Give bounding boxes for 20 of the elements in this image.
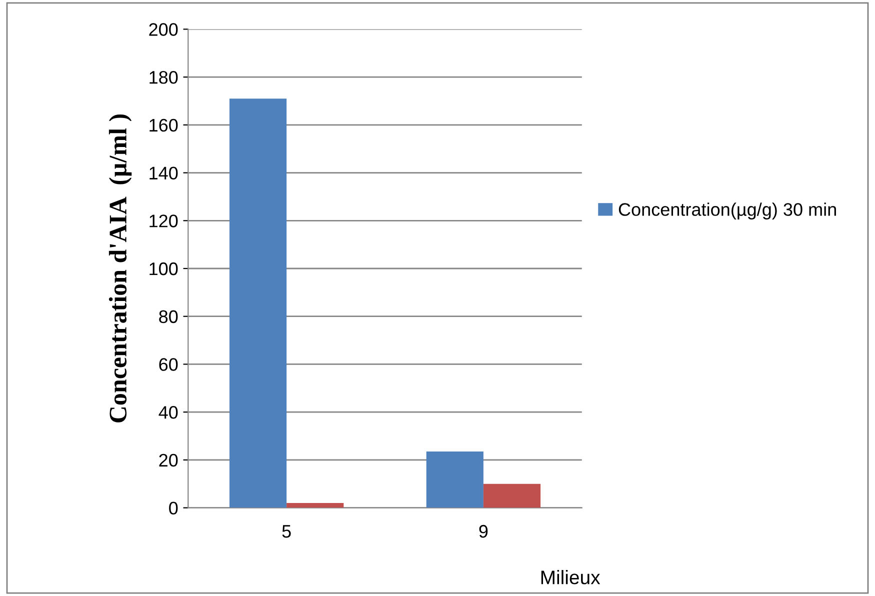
y-tick-label: 40 — [158, 406, 178, 419]
y-tick-label: 180 — [150, 70, 178, 84]
y-tick-label: 80 — [159, 310, 178, 324]
y-tick-label: 160 — [150, 118, 178, 132]
y-tick-label: 200 — [149, 23, 178, 36]
y-tick-label: 100 — [150, 262, 178, 276]
y-tick-label: 120 — [150, 214, 178, 228]
y-tick-label: 0 — [169, 502, 178, 515]
bar — [229, 98, 287, 508]
x-tick-label: 5 — [282, 525, 291, 538]
x-tick-label: 9 — [479, 524, 488, 538]
y-tick-label: 20 — [159, 454, 178, 467]
legend-label: Concentration(µg/g) 30 min — [618, 202, 836, 220]
x-axis-title: Milieux — [541, 570, 600, 584]
y-tick-label: 60 — [159, 358, 178, 371]
y-tick-label: 140 — [150, 166, 178, 180]
bar — [286, 503, 344, 508]
bar — [426, 452, 484, 508]
bar — [483, 484, 541, 508]
y-axis-title: Concentration d'AIA (µ/ml ) — [108, 114, 132, 422]
